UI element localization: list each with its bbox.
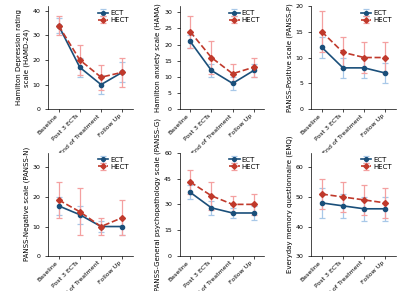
Y-axis label: PANSS-General psychopathology scale (PANSS-G): PANSS-General psychopathology scale (PAN… <box>155 118 161 291</box>
Y-axis label: Hamilton Depression rating scale (HAMD-24): Hamilton Depression rating scale (HAMD-2… <box>16 10 30 105</box>
Y-axis label: PANSS-Negative scale (PANSS-N): PANSS-Negative scale (PANSS-N) <box>23 147 30 262</box>
Y-axis label: Everyday memory questionnaire (EMQ): Everyday memory questionnaire (EMQ) <box>286 136 293 273</box>
Legend: ECT, HECT: ECT, HECT <box>360 156 392 171</box>
Legend: ECT, HECT: ECT, HECT <box>97 156 130 171</box>
Legend: ECT, HECT: ECT, HECT <box>97 9 130 24</box>
Legend: ECT, HECT: ECT, HECT <box>360 9 392 24</box>
Legend: ECT, HECT: ECT, HECT <box>228 9 261 24</box>
Legend: ECT, HECT: ECT, HECT <box>228 156 261 171</box>
Y-axis label: Hamilton anxiety scale (HAMA): Hamilton anxiety scale (HAMA) <box>155 3 161 112</box>
Y-axis label: PANSS-Positive scale (PANSS-P): PANSS-Positive scale (PANSS-P) <box>286 3 293 112</box>
